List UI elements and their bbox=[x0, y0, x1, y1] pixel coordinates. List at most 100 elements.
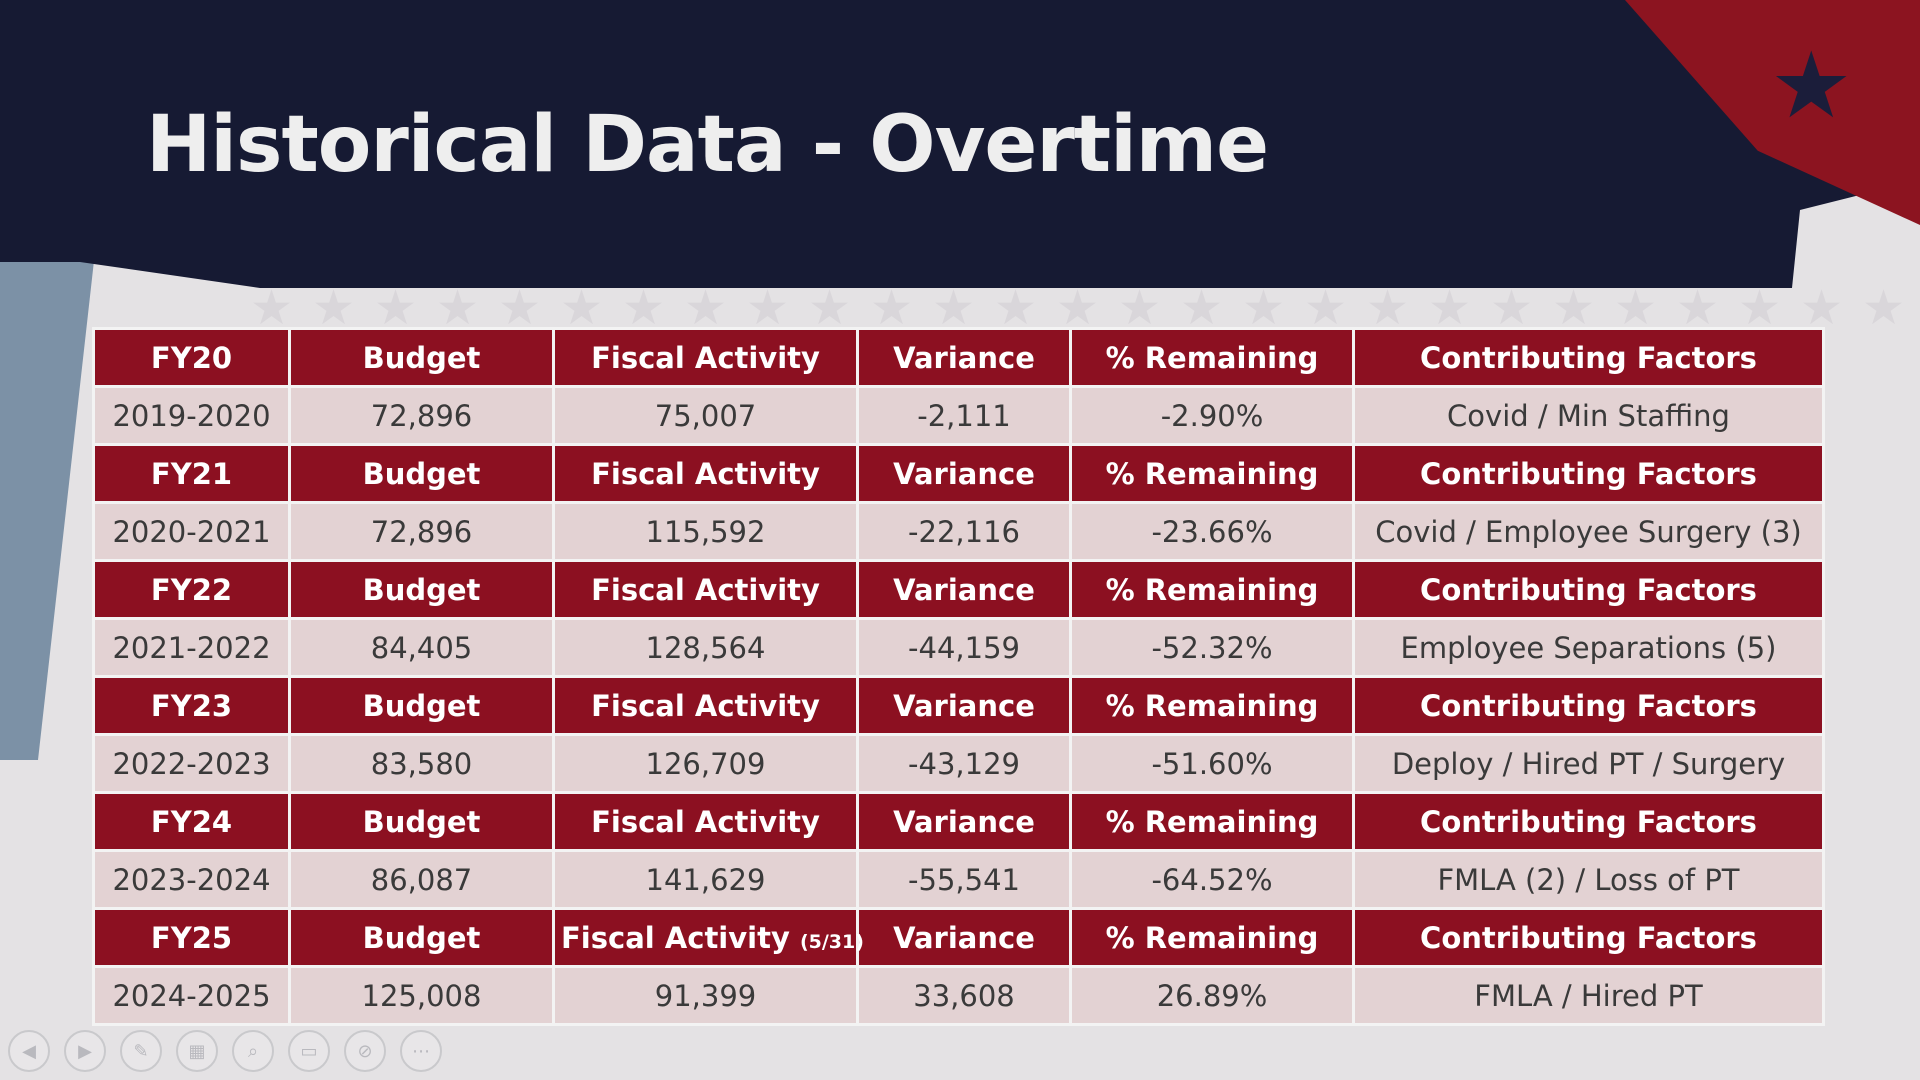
header-label: % Remaining bbox=[1105, 340, 1319, 375]
header-label: Fiscal Activity bbox=[561, 920, 790, 955]
overtime-table: FY20 Budget Fiscal Activity Variance % Remai… bbox=[92, 327, 1825, 1026]
cell-fiscal-activity: 128,564 bbox=[552, 617, 859, 678]
cell-fiscal-year: 2024-2025 bbox=[92, 965, 291, 1026]
header-cell-budget: Budget bbox=[288, 443, 555, 504]
cell-budget: 84,405 bbox=[288, 617, 555, 678]
header-cell-contributing-factors: Contributing Factors bbox=[1352, 791, 1825, 852]
cell-fiscal-year: 2021-2022 bbox=[92, 617, 291, 678]
background-star-icon: ★ bbox=[1366, 280, 1410, 336]
header-cell-percent-remaining: % Remaining bbox=[1069, 907, 1355, 968]
more-options-icon[interactable]: ⋯ bbox=[400, 1030, 442, 1072]
header-label: % Remaining bbox=[1105, 804, 1319, 839]
cell-percent-remaining: 26.89% bbox=[1069, 965, 1355, 1026]
background-star-icon: ★ bbox=[1800, 280, 1844, 336]
cell-variance: -55,541 bbox=[856, 849, 1072, 910]
header-cell-contributing-factors: Contributing Factors bbox=[1352, 559, 1825, 620]
header-label: Contributing Factors bbox=[1420, 340, 1757, 375]
header-label: Variance bbox=[893, 804, 1035, 839]
background-star-icon: ★ bbox=[1490, 280, 1534, 336]
header-label: Budget bbox=[362, 920, 481, 955]
header-label: Budget bbox=[362, 804, 481, 839]
header-cell-fiscal-year: FY24 bbox=[92, 791, 291, 852]
cell-fiscal-activity: 141,629 bbox=[552, 849, 859, 910]
cell-variance: -44,159 bbox=[856, 617, 1072, 678]
table-row: 2023-2024 86,087 141,629 -55,541 -64.52% FMLA… bbox=[92, 849, 1825, 910]
cell-percent-remaining: -64.52% bbox=[1069, 849, 1355, 910]
cell-budget: 72,896 bbox=[288, 385, 555, 446]
header-cell-variance: Variance bbox=[856, 907, 1072, 968]
cell-contributing-factors: FMLA / Hired PT bbox=[1352, 965, 1825, 1026]
header-cell-fiscal-year: FY25 bbox=[92, 907, 291, 968]
header-cell-contributing-factors: Contributing Factors bbox=[1352, 327, 1825, 388]
header-cell-variance: Variance bbox=[856, 443, 1072, 504]
background-star-icon: ★ bbox=[1428, 280, 1472, 336]
cell-contributing-factors: Employee Separations (5) bbox=[1352, 617, 1825, 678]
header-cell-variance: Variance bbox=[856, 327, 1072, 388]
cell-percent-remaining: -52.32% bbox=[1069, 617, 1355, 678]
cell-contributing-factors: Covid / Employee Surgery (3) bbox=[1352, 501, 1825, 562]
table-header-row: FY20 Budget Fiscal Activity Variance % Remai… bbox=[92, 327, 1825, 388]
table-header-row: FY24 Budget Fiscal Activity Variance % Remai… bbox=[92, 791, 1825, 852]
header-label: FY21 bbox=[150, 456, 233, 491]
header-label: FY20 bbox=[150, 340, 233, 375]
header-label: FY25 bbox=[150, 920, 233, 955]
header-label: FY22 bbox=[150, 572, 233, 607]
background-star-icon: ★ bbox=[1862, 280, 1906, 336]
cell-variance: -2,111 bbox=[856, 385, 1072, 446]
header-label: % Remaining bbox=[1105, 456, 1319, 491]
header-label: Variance bbox=[893, 456, 1035, 491]
header-cell-fiscal-activity: Fiscal Activity bbox=[552, 675, 859, 736]
background-star-icon: ★ bbox=[994, 280, 1038, 336]
header-label: Variance bbox=[893, 572, 1035, 607]
background-star-icon: ★ bbox=[622, 280, 666, 336]
cell-variance: -43,129 bbox=[856, 733, 1072, 794]
background-star-icon: ★ bbox=[746, 280, 790, 336]
header-cell-fiscal-activity: Fiscal Activity bbox=[552, 791, 859, 852]
background-star-icon: ★ bbox=[374, 280, 418, 336]
background-star-icon: ★ bbox=[436, 280, 480, 336]
header-label: FY23 bbox=[150, 688, 233, 723]
background-star-icon: ★ bbox=[1304, 280, 1348, 336]
slides-grid-icon[interactable]: ▦ bbox=[176, 1030, 218, 1072]
cell-contributing-factors: FMLA (2) / Loss of PT bbox=[1352, 849, 1825, 910]
cell-fiscal-activity: 91,399 bbox=[552, 965, 859, 1026]
header-cell-variance: Variance bbox=[856, 675, 1072, 736]
header-label: Variance bbox=[893, 920, 1035, 955]
cell-budget: 86,087 bbox=[288, 849, 555, 910]
header-cell-fiscal-activity: Fiscal Activity bbox=[552, 559, 859, 620]
presenter-toolbar: ◀ ▶ ✎ ▦ ⌕ ▭ ⊘ ⋯ bbox=[8, 1030, 442, 1072]
background-star-icon: ★ bbox=[312, 280, 356, 336]
header-label: % Remaining bbox=[1105, 572, 1319, 607]
header-label: Budget bbox=[362, 688, 481, 723]
background-star-icon: ★ bbox=[1738, 280, 1782, 336]
camera-off-icon[interactable]: ⊘ bbox=[344, 1030, 386, 1072]
background-star-icon: ★ bbox=[498, 280, 542, 336]
header-cell-contributing-factors: Contributing Factors bbox=[1352, 907, 1825, 968]
cell-fiscal-year: 2019-2020 bbox=[92, 385, 291, 446]
header-label: Budget bbox=[362, 340, 481, 375]
header-label: Fiscal Activity bbox=[591, 340, 820, 375]
header-cell-percent-remaining: % Remaining bbox=[1069, 791, 1355, 852]
background-star-icon: ★ bbox=[1056, 280, 1100, 336]
background-star-icon: ★ bbox=[1676, 280, 1720, 336]
next-slide-icon[interactable]: ▶ bbox=[64, 1030, 106, 1072]
pen-icon[interactable]: ✎ bbox=[120, 1030, 162, 1072]
header-cell-fiscal-activity: Fiscal Activity bbox=[552, 327, 859, 388]
header-label: Budget bbox=[362, 456, 481, 491]
cell-contributing-factors: Covid / Min Staffing bbox=[1352, 385, 1825, 446]
table-row: 2019-2020 72,896 75,007 -2,111 -2.90% Covid /… bbox=[92, 385, 1825, 446]
header-cell-contributing-factors: Contributing Factors bbox=[1352, 675, 1825, 736]
table-row: 2020-2021 72,896 115,592 -22,116 -23.66% Covi… bbox=[92, 501, 1825, 562]
header-cell-fiscal-year: FY20 bbox=[92, 327, 291, 388]
star-icon: ★ bbox=[1770, 32, 1853, 139]
cell-percent-remaining: -2.90% bbox=[1069, 385, 1355, 446]
subtitles-icon[interactable]: ▭ bbox=[288, 1030, 330, 1072]
cell-fiscal-activity: 115,592 bbox=[552, 501, 859, 562]
cell-fiscal-activity: 126,709 bbox=[552, 733, 859, 794]
header-label: Variance bbox=[893, 688, 1035, 723]
background-star-icon: ★ bbox=[1118, 280, 1162, 336]
previous-slide-icon[interactable]: ◀ bbox=[8, 1030, 50, 1072]
cell-fiscal-year: 2022-2023 bbox=[92, 733, 291, 794]
zoom-icon[interactable]: ⌕ bbox=[232, 1030, 274, 1072]
header-cell-variance: Variance bbox=[856, 791, 1072, 852]
